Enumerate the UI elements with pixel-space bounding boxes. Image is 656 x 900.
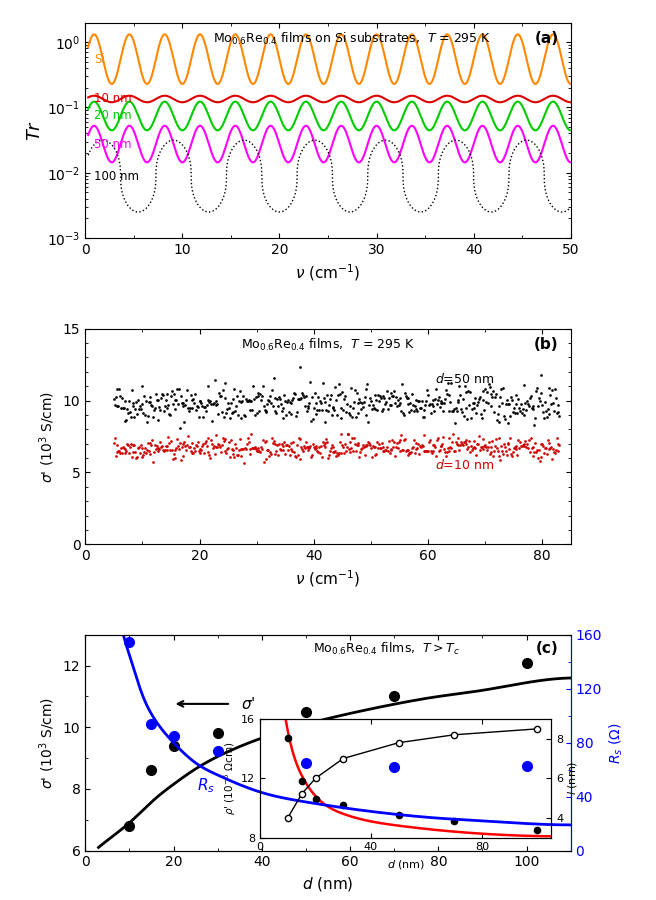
Text: (a): (a) — [535, 32, 559, 46]
Y-axis label: $\sigma$' (10$^{3}$ S/cm): $\sigma$' (10$^{3}$ S/cm) — [37, 391, 57, 482]
Y-axis label: $l$ (nm): $l$ (nm) — [566, 761, 579, 796]
X-axis label: $d$ (nm): $d$ (nm) — [302, 875, 354, 893]
Text: (c): (c) — [536, 642, 559, 656]
Text: 100 nm: 100 nm — [94, 169, 139, 183]
Y-axis label: $Tr$: $Tr$ — [26, 120, 45, 141]
Text: 20 nm: 20 nm — [94, 110, 132, 122]
Y-axis label: $R_s$ ($\Omega$): $R_s$ ($\Omega$) — [607, 722, 625, 763]
X-axis label: $\nu$ (cm$^{-1}$): $\nu$ (cm$^{-1}$) — [295, 569, 361, 590]
Text: Mo$_{0.6}$Re$_{0.4}$ films on Si substrates,  $T$ = 295 K: Mo$_{0.6}$Re$_{0.4}$ films on Si substra… — [213, 32, 491, 47]
Text: Si: Si — [94, 52, 105, 66]
Text: 50 nm: 50 nm — [94, 138, 131, 150]
Text: Mo$_{0.6}$Re$_{0.4}$ films,  $T > T_c$: Mo$_{0.6}$Re$_{0.4}$ films, $T > T_c$ — [313, 642, 460, 657]
Y-axis label: $\sigma$' (10$^{3}$ S/cm): $\sigma$' (10$^{3}$ S/cm) — [37, 697, 57, 788]
Text: $R_s$: $R_s$ — [197, 777, 215, 796]
Text: 10 nm: 10 nm — [94, 93, 132, 105]
Text: $d$=10 nm: $d$=10 nm — [435, 458, 494, 473]
X-axis label: $\nu$ (cm$^{-1}$): $\nu$ (cm$^{-1}$) — [295, 263, 361, 284]
Text: $\sigma$': $\sigma$' — [241, 696, 255, 712]
Text: $d$=50 nm: $d$=50 nm — [435, 372, 494, 386]
Text: Mo$_{0.6}$Re$_{0.4}$ films,  $T$ = 295 K: Mo$_{0.6}$Re$_{0.4}$ films, $T$ = 295 K — [241, 338, 415, 354]
Text: (b): (b) — [534, 338, 559, 352]
